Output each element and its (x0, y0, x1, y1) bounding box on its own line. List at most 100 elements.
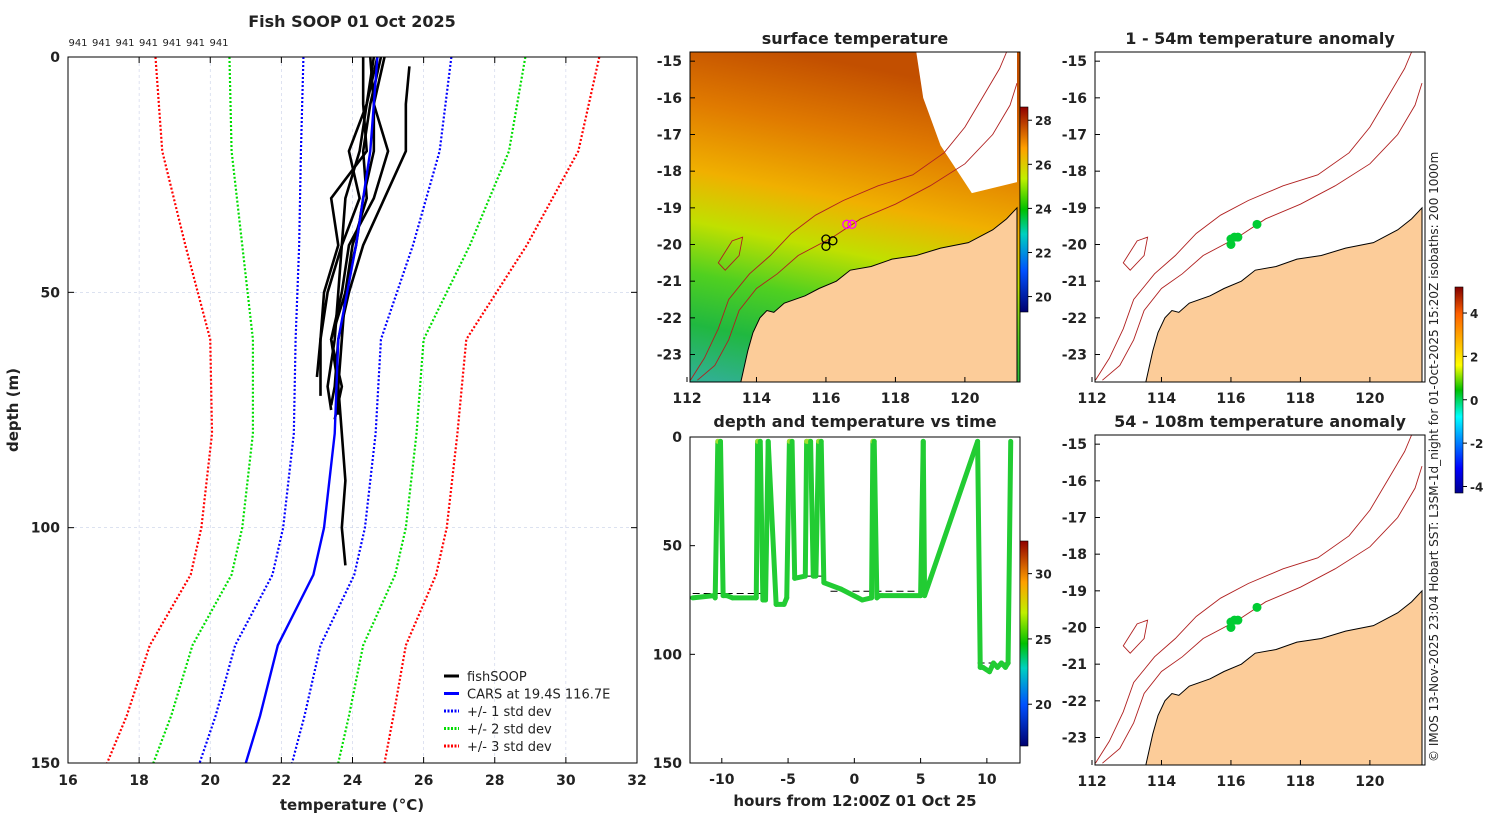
cars-mean-line (244, 56, 379, 764)
track-segment (813, 438, 822, 579)
x-tick-label: 22 (272, 773, 291, 789)
std-dev-1-line (198, 56, 305, 764)
isobath-1000m (690, 51, 1007, 381)
x-tick-label: 18 (129, 773, 148, 789)
profile-location-dot (1252, 219, 1262, 229)
colorbar-tick-label: 20 (1035, 291, 1052, 305)
profile-panel: 16 18 20 22 24 26 28 30 32 0 50 100 150 Fish SOOP 01 … (4, 12, 647, 814)
track-segment (753, 438, 761, 601)
x-tick-label: 16 (58, 773, 77, 789)
x-axis-label: temperature (°C) (280, 796, 424, 814)
y-tick-label: -17 (1062, 511, 1087, 527)
colorbar-tick-label: 28 (1035, 114, 1052, 128)
track-segment (838, 586, 865, 603)
colorbar-tick-label: 24 (1035, 202, 1052, 216)
y-tick-label: 0 (50, 50, 60, 66)
y-tick-label: -18 (1062, 164, 1087, 180)
y-tick-label: -17 (1062, 128, 1087, 144)
colorbar-tick-label: 25 (1035, 633, 1052, 647)
y-tick-label: -18 (1062, 547, 1087, 563)
x-tick-label: 114 (742, 391, 771, 407)
x-tick-label: 114 (1147, 774, 1176, 790)
track-segment (871, 438, 880, 601)
y-tick-label: -20 (657, 238, 683, 254)
x-tick-label: 118 (1286, 391, 1315, 407)
y-tick-label: 0 (672, 430, 682, 446)
y-tick-label: -23 (1062, 348, 1087, 364)
chart-title: depth and temperature vs time (713, 412, 996, 431)
x-tick-label: 5 (916, 772, 926, 788)
y-tick-label: -21 (657, 274, 682, 290)
x-tick-label: 26 (414, 773, 433, 789)
x-tick-label: 112 (672, 391, 701, 407)
x-axis-label: hours from 12:00Z 01 Oct 25 (733, 792, 976, 810)
std-dev-2-line (152, 56, 255, 764)
y-tick-label: -23 (1062, 731, 1087, 747)
y-tick-label: -23 (657, 348, 682, 364)
track-segment (717, 438, 726, 599)
x-tick-label: 120 (1355, 774, 1384, 790)
legend-label: +/- 2 std dev (467, 723, 552, 738)
legend-label: +/- 3 std dev (467, 740, 552, 755)
track-segment (690, 593, 717, 601)
colorbar-tick-label: -4 (1470, 480, 1483, 494)
x-tick-label: 112 (1077, 391, 1106, 407)
x-tick-label: 118 (881, 391, 910, 407)
anomaly-map-1-54m: 112 114 116 118 120-15-16-17-18-19-20-21-22-… (1062, 29, 1484, 494)
x-tick-label: 116 (1216, 774, 1245, 790)
y-tick-label: -21 (1062, 274, 1087, 290)
y-tick-label: -22 (1062, 311, 1087, 327)
track-segment (818, 438, 827, 586)
profile-id-label: 941 (68, 38, 87, 49)
colorbar (1454, 286, 1464, 494)
y-tick-label: 150 (31, 756, 60, 772)
y-tick-label: -16 (1062, 474, 1087, 490)
track-segment (765, 438, 779, 607)
colorbar-tick-label: -2 (1470, 437, 1483, 451)
x-tick-label: 118 (1286, 774, 1315, 790)
y-tick-label: 50 (663, 539, 683, 555)
colorbar-tick-label: 4 (1470, 307, 1478, 321)
profile-location-dot (1233, 232, 1243, 242)
profile-id-label: 941 (92, 38, 111, 49)
x-tick-label: 28 (485, 773, 504, 789)
chart-title: surface temperature (762, 29, 949, 48)
y-tick-label: -22 (657, 311, 682, 327)
x-tick-label: -5 (780, 772, 796, 788)
x-tick-label: 0 (849, 772, 859, 788)
track-segment (808, 438, 816, 579)
axes-box (1094, 434, 1426, 766)
axes-box (67, 56, 638, 764)
y-tick-label: -15 (1062, 437, 1087, 453)
profile-location-dot (1233, 615, 1243, 625)
track-segment (1005, 438, 1014, 666)
colorbar-tick-label: 26 (1035, 158, 1052, 172)
x-tick-label: 114 (1147, 391, 1176, 407)
y-tick-label: -20 (1062, 238, 1088, 254)
std-dev-2-line (337, 56, 527, 764)
std-dev-1-line (290, 56, 453, 764)
x-tick-label: 24 (343, 773, 363, 789)
track-segment (712, 438, 721, 601)
profile-id-label: 941 (186, 38, 205, 49)
x-tick-label: 120 (1355, 391, 1384, 407)
profile-location-marker (828, 236, 838, 246)
y-axis-label: depth (m) (4, 368, 22, 452)
y-tick-label: 150 (653, 756, 682, 772)
y-tick-label: 100 (653, 647, 682, 663)
land-polygon (740, 206, 1018, 383)
x-tick-label: 116 (1216, 391, 1245, 407)
land-polygon (1145, 589, 1423, 766)
legend-label: CARS at 19.4S 116.7E (467, 688, 610, 703)
surface-temperature-map: 112 114 116 118 120 -15 -16 -17 -18 -19 -20 -21 -22 -… (657, 29, 1052, 407)
y-tick-label: -16 (1062, 91, 1087, 107)
x-tick-label: 32 (627, 773, 646, 789)
x-tick-label: 120 (950, 391, 979, 407)
profile-id-label: 941 (162, 38, 181, 49)
x-tick-label: 112 (1077, 774, 1106, 790)
profile-location-marker (821, 241, 831, 251)
land-polygon (1145, 206, 1423, 383)
isobath-island (1122, 236, 1149, 271)
